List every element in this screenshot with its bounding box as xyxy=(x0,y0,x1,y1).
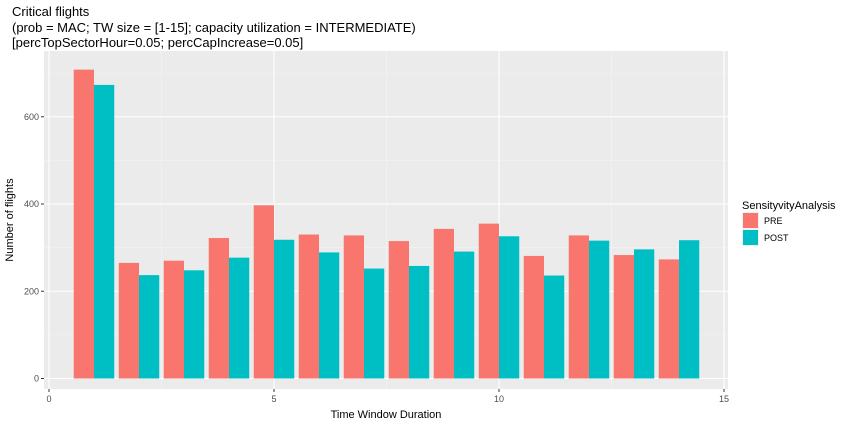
x-tick-label: 5 xyxy=(271,394,276,404)
bar-post-9 xyxy=(454,251,475,379)
bar-pre-6 xyxy=(298,234,319,379)
x-tick-label: 10 xyxy=(494,394,504,404)
chart-subtitle-line-2: [percTopSectorHour=0.05; percCapIncrease… xyxy=(12,35,304,50)
bars xyxy=(73,69,700,379)
y-tick-label: 0 xyxy=(34,374,39,384)
bar-post-4 xyxy=(229,257,250,379)
x-tick-label: 15 xyxy=(719,394,729,404)
bar-post-14 xyxy=(679,240,700,379)
bar-post-13 xyxy=(634,249,655,379)
bar-post-11 xyxy=(544,275,565,379)
bar-post-2 xyxy=(139,275,160,379)
bar-post-3 xyxy=(184,270,205,379)
bar-post-5 xyxy=(274,239,295,379)
bar-post-1 xyxy=(94,84,115,379)
bar-pre-9 xyxy=(433,228,454,379)
bar-pre-2 xyxy=(118,262,139,379)
bar-pre-10 xyxy=(478,223,499,379)
bar-post-7 xyxy=(364,268,385,379)
y-tick-label: 600 xyxy=(24,112,39,122)
title-block: Critical flights (prob = MAC; TW size = … xyxy=(12,4,416,51)
legend-label-pre: PRE xyxy=(764,216,783,226)
bar-post-8 xyxy=(409,265,430,379)
x-axis-ticks: 0 5 10 15 xyxy=(46,389,729,404)
bar-pre-7 xyxy=(343,235,364,379)
legend-swatch-post xyxy=(743,230,758,245)
x-axis-title: Time Window Duration xyxy=(331,409,442,421)
bar-pre-5 xyxy=(253,205,274,379)
y-axis-title: Number of flights xyxy=(4,178,16,262)
bar-pre-11 xyxy=(523,255,544,379)
bar-pre-4 xyxy=(208,238,229,379)
legend-swatch-pre xyxy=(743,213,758,228)
legend-label-post: POST xyxy=(764,233,789,243)
bar-pre-3 xyxy=(163,260,184,379)
bar-post-12 xyxy=(589,240,610,379)
bar-pre-13 xyxy=(613,255,634,379)
legend-title: SensityvityAnalysis xyxy=(742,200,836,212)
y-axis-ticks: 0 200 400 600 xyxy=(24,112,44,384)
legend: SensityvityAnalysis PRE POST xyxy=(742,200,836,246)
bar-pre-1 xyxy=(73,69,94,379)
chart-title: Critical flights xyxy=(12,4,90,19)
chart-subtitle-line-1: (prob = MAC; TW size = [1-15]; capacity … xyxy=(12,19,416,35)
bar-post-10 xyxy=(499,236,520,379)
bar-pre-8 xyxy=(388,241,409,379)
y-tick-label: 200 xyxy=(24,286,39,296)
x-tick-label: 0 xyxy=(46,394,51,404)
bar-post-6 xyxy=(319,252,340,379)
bar-pre-14 xyxy=(658,259,679,379)
bar-pre-12 xyxy=(568,235,589,379)
y-tick-label: 400 xyxy=(24,199,39,209)
